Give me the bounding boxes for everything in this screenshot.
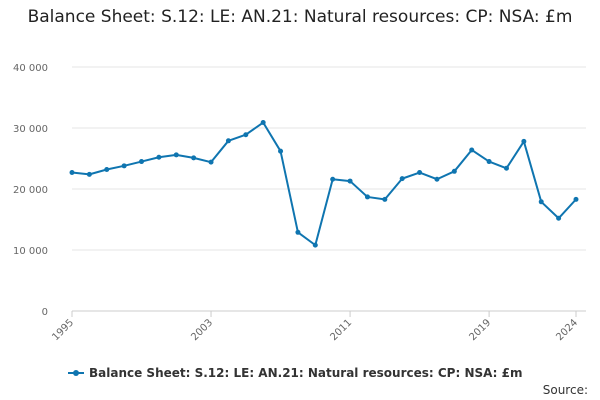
data-point[interactable]: [399, 176, 405, 182]
y-axis-ticks: 0 10 000 20 000 30 000 40 000: [13, 63, 48, 318]
legend-swatch-icon: [68, 368, 84, 378]
data-point[interactable]: [312, 242, 318, 248]
x-tick-label: 1995: [50, 317, 76, 343]
data-point[interactable]: [295, 229, 301, 235]
data-point[interactable]: [382, 196, 388, 202]
legend[interactable]: Balance Sheet: S.12: LE: AN.21: Natural …: [68, 366, 522, 380]
data-point[interactable]: [156, 154, 162, 160]
source-label: Source:: [542, 383, 588, 397]
data-point[interactable]: [469, 147, 475, 153]
x-tick-label: 2024: [554, 317, 580, 343]
gridlines: [72, 66, 586, 312]
data-point[interactable]: [573, 196, 579, 202]
data-point[interactable]: [417, 170, 423, 176]
data-point[interactable]: [121, 163, 127, 169]
x-tick-label: 2011: [328, 317, 354, 343]
x-tick-label: 2019: [467, 317, 493, 343]
data-point[interactable]: [191, 155, 197, 161]
y-tick-label: 30 000: [13, 124, 48, 135]
data-point[interactable]: [486, 159, 492, 165]
x-tick-label: 2003: [189, 317, 215, 343]
data-point[interactable]: [330, 176, 336, 182]
data-point[interactable]: [104, 166, 110, 172]
data-point[interactable]: [69, 170, 75, 176]
data-point[interactable]: [243, 132, 249, 138]
x-axis-ticks: 1995 2003 2011 2019 2024: [50, 311, 580, 343]
data-point[interactable]: [86, 171, 92, 177]
data-point[interactable]: [451, 168, 457, 174]
data-point[interactable]: [278, 148, 284, 154]
data-point[interactable]: [503, 165, 509, 171]
data-point[interactable]: [208, 159, 214, 165]
data-point[interactable]: [364, 194, 370, 200]
legend-label: Balance Sheet: S.12: LE: AN.21: Natural …: [89, 366, 523, 380]
chart-title: Balance Sheet: S.12: LE: AN.21: Natural …: [27, 7, 573, 27]
data-point[interactable]: [347, 178, 353, 184]
y-tick-label: 40 000: [13, 63, 48, 74]
plot-area: [69, 120, 579, 248]
y-tick-label: 20 000: [13, 185, 48, 196]
y-tick-label: 0: [42, 307, 48, 318]
data-point[interactable]: [556, 215, 562, 221]
y-tick-label: 10 000: [13, 246, 48, 257]
data-point[interactable]: [521, 138, 527, 144]
data-point[interactable]: [260, 120, 266, 126]
series-line: [71, 121, 577, 247]
data-point[interactable]: [173, 152, 179, 158]
data-point[interactable]: [225, 138, 231, 144]
data-point[interactable]: [538, 199, 544, 205]
data-point[interactable]: [434, 176, 440, 182]
data-point[interactable]: [139, 159, 145, 165]
